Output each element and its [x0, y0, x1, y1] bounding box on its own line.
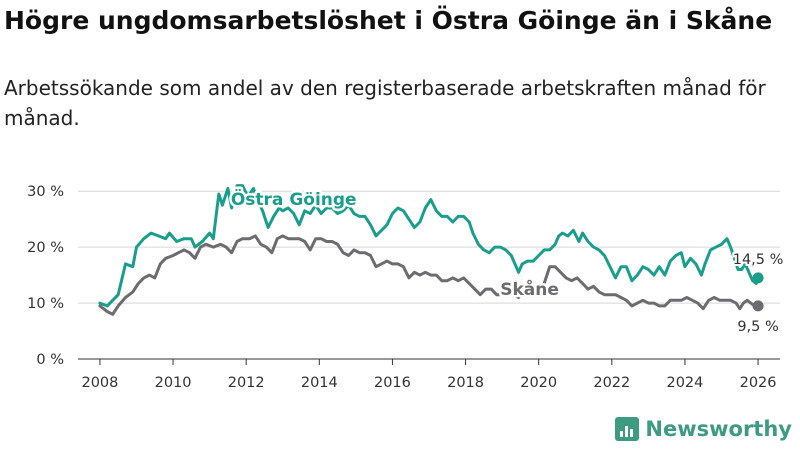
y-tick-label: 20 %	[27, 240, 64, 256]
brand-name: Newsworthy	[645, 417, 792, 441]
grid	[78, 190, 780, 304]
x-tick-label: 2026	[740, 375, 777, 391]
series-labels: Östra Göinge Skåne 14,5 % 9,5 %	[228, 186, 785, 337]
page-subtitle: Arbetssökande som andel av den registerb…	[4, 76, 766, 130]
series-endpoint-ostra-goinge	[752, 272, 764, 284]
y-tick-label: 0 %	[36, 352, 64, 368]
series-label-skane: Skåne	[500, 278, 559, 300]
x-tick-label: 2008	[81, 375, 118, 391]
x-tick-label: 2010	[155, 375, 192, 391]
series-label-ostra-goinge: Östra Göinge	[231, 188, 357, 210]
x-tick-label: 2024	[666, 375, 703, 391]
series-endpoint-skane	[752, 300, 764, 312]
page-title: Högre ungdomsarbetslöshet i Östra Göinge…	[4, 6, 773, 35]
series-group	[98, 184, 764, 316]
x-tick-label: 2020	[520, 375, 557, 391]
end-value-label-ostra-goinge: 14,5 %	[733, 252, 784, 268]
series-line-ostra-goinge	[98, 184, 760, 308]
y-axis: 0 % 10 % 20 % 30 %	[27, 184, 64, 368]
end-value-label-skane: 9,5 %	[737, 319, 778, 335]
x-tick-label: 2014	[301, 375, 338, 391]
bar-chart-icon	[615, 417, 640, 441]
newsworthy-logo: Newsworthy	[615, 414, 792, 444]
x-axis: 2008 2010 2012 2014 2016 2018 2020 2022 2024 2026	[78, 358, 780, 391]
y-tick-label: 30 %	[27, 184, 64, 200]
x-tick-label: 2022	[593, 375, 630, 391]
y-tick-label: 10 %	[27, 296, 64, 312]
x-tick-label: 2012	[228, 375, 265, 391]
x-tick-label: 2018	[447, 375, 484, 391]
series-line-skane	[98, 234, 760, 316]
x-tick-label: 2016	[374, 375, 411, 391]
